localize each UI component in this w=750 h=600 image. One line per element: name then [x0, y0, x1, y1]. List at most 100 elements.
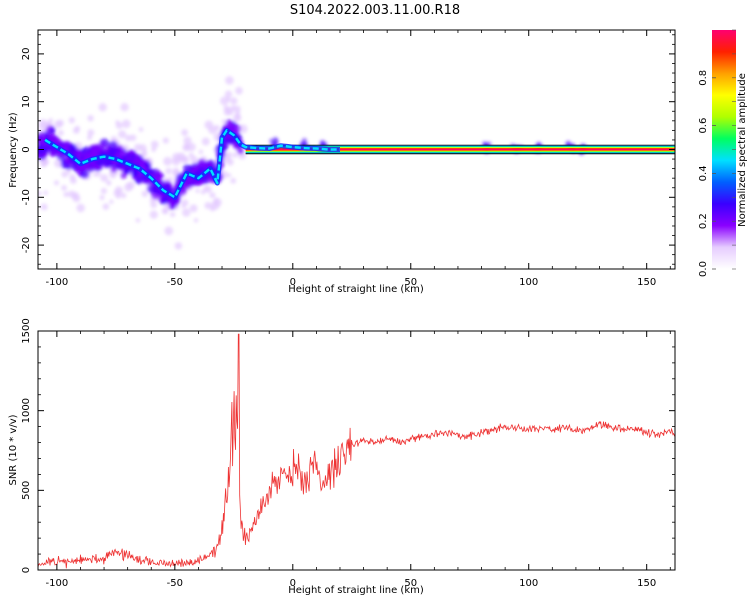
spectrogram-noise-mark — [38, 191, 42, 197]
y-tick-label: 20 — [21, 48, 32, 61]
spectrogram-noise-mark — [183, 136, 192, 145]
colorbar-tick-label: 0.0 — [698, 261, 709, 277]
spectrogram-noise-mark — [163, 156, 172, 166]
spectrogram-noise-mark — [76, 203, 85, 213]
spectrogram-x-ticks: -100 -50 0 50 100 150 — [46, 30, 671, 288]
spectrogram-noise-mark — [99, 194, 105, 201]
spectrogram-core-mark — [67, 143, 78, 153]
spectrogram-noise-mark — [53, 180, 60, 186]
colorbar: 0.0 0.2 0.4 0.6 0.8 Normalized spectral ampl… — [698, 29, 748, 277]
spectrogram-noise-mark — [98, 103, 107, 112]
spectrogram-noise-mark — [233, 105, 241, 113]
spectrogram-noise-mark — [230, 97, 238, 105]
y-tick-label: 0 — [21, 567, 32, 573]
spectrogram-noise-mark — [109, 199, 114, 204]
colorbar-label: Normalized spectral amplitude — [737, 73, 748, 227]
spectrogram-noise-mark — [54, 158, 63, 168]
spectrogram-noise-mark — [165, 167, 172, 175]
ridge-inner — [44, 129, 340, 199]
colorbar-tick-label: 0.6 — [698, 118, 709, 134]
spectrogram-noise-mark — [232, 152, 238, 158]
spectrogram-noise-mark — [181, 129, 189, 136]
spectrogram-noise-mark — [198, 149, 204, 155]
spectrogram-core-mark — [91, 146, 98, 153]
spectrogram-core-mark — [237, 147, 245, 155]
y-tick-label: 1500 — [21, 318, 32, 343]
colorbar-tick-label: 0.4 — [698, 165, 709, 181]
spectrogram-noise-mark — [169, 211, 176, 218]
spectrogram-noise-mark — [115, 122, 123, 130]
spectrogram-noise-mark — [124, 182, 133, 192]
colorbar-ticks: 0.0 0.2 0.4 0.6 0.8 — [698, 29, 736, 277]
spectrogram-y-ticks: -20 -10 0 10 20 — [21, 34, 675, 265]
spectrogram-noise-mark — [195, 188, 200, 193]
spectrogram-noise-mark — [43, 158, 50, 165]
spectrogram-tail-mark — [301, 138, 307, 144]
spectrogram-y-label: Frequency (Hz) — [8, 112, 19, 188]
spectrogram-noise-mark — [232, 113, 242, 123]
x-tick-label: 50 — [404, 578, 417, 589]
spectrogram-noise-mark — [161, 207, 169, 215]
spectrogram-noise-mark — [183, 144, 189, 150]
spectrogram-noise-mark — [164, 226, 174, 236]
x-tick-label: -100 — [46, 578, 69, 589]
spectrogram-noise-mark — [92, 172, 98, 177]
spectrogram-tail-mark — [320, 140, 326, 146]
spectrogram-noise-mark — [106, 180, 112, 186]
spectrogram-core-mark — [154, 171, 163, 179]
spectrogram-tail-mark — [269, 138, 275, 144]
spectrogram-noise-mark — [102, 203, 110, 210]
spectrogram-noise-mark — [149, 210, 158, 219]
x-tick-label: 0 — [290, 277, 296, 288]
x-tick-label: -100 — [46, 277, 69, 288]
snr-x-label: Height of straight line (km) — [288, 585, 424, 596]
spectrogram-noise-mark — [213, 198, 222, 207]
spectrogram-core-mark — [144, 162, 152, 169]
spectrogram-noise-mark — [204, 201, 212, 210]
x-tick-label: 150 — [637, 578, 656, 589]
spectrogram-noise-mark — [230, 177, 237, 184]
colorbar-tick-label: 0.8 — [698, 70, 709, 86]
spectrogram-noise-mark — [238, 124, 248, 134]
spectrogram-noise-mark — [201, 137, 210, 146]
spectrogram-noise-mark — [100, 174, 109, 182]
spectrogram-core-mark — [100, 142, 106, 148]
spectrogram-core-mark — [184, 176, 195, 186]
spectrogram-core-mark — [79, 147, 87, 154]
spectrogram-noise-mark — [40, 203, 48, 211]
spectrogram-noise-mark — [87, 115, 94, 122]
spectrogram-core-mark — [38, 131, 46, 139]
spectrogram-noise-mark — [223, 105, 230, 111]
spectrogram-noise-mark — [189, 204, 198, 213]
x-tick-label: 150 — [637, 277, 656, 288]
snr-x-ticks: -100 -50 0 50 100 150 — [46, 331, 671, 589]
colorbar-tick-label: 0.2 — [698, 213, 709, 229]
spectrogram-noise-mark — [138, 127, 144, 132]
spectrogram-noise-mark — [209, 192, 216, 199]
spectrogram-x-label: Height of straight line (km) — [288, 284, 424, 295]
spectrogram-core-mark — [84, 164, 91, 170]
spectrogram-noise-mark — [190, 155, 198, 164]
spectrogram-noise-mark — [162, 137, 169, 144]
spectrogram-noise-mark — [54, 120, 63, 129]
spectrogram-noise-mark — [203, 185, 209, 191]
x-tick-label: 100 — [519, 578, 538, 589]
y-tick-label: 0 — [21, 146, 32, 152]
spectrogram-noise-mark — [135, 218, 141, 223]
y-tick-label: -10 — [21, 189, 32, 205]
spectrogram-core-mark — [48, 127, 56, 135]
spectrogram-noise-mark — [110, 173, 115, 178]
spectrogram-noise-mark — [61, 184, 68, 191]
spectrogram-noise-mark — [100, 187, 107, 195]
spectrogram-noise-mark — [187, 142, 196, 152]
x-tick-label: 50 — [404, 277, 417, 288]
spectrogram-noise-mark — [181, 199, 189, 207]
y-tick-label: 10 — [21, 95, 32, 108]
spectrogram-noise-mark — [150, 140, 159, 149]
spectrogram-noise-mark — [208, 125, 217, 135]
spectrogram-noise-mark — [181, 208, 191, 217]
spectrogram-core-mark — [106, 159, 112, 165]
snr-series-line — [38, 333, 675, 569]
spectrogram-noise-mark — [71, 191, 80, 200]
